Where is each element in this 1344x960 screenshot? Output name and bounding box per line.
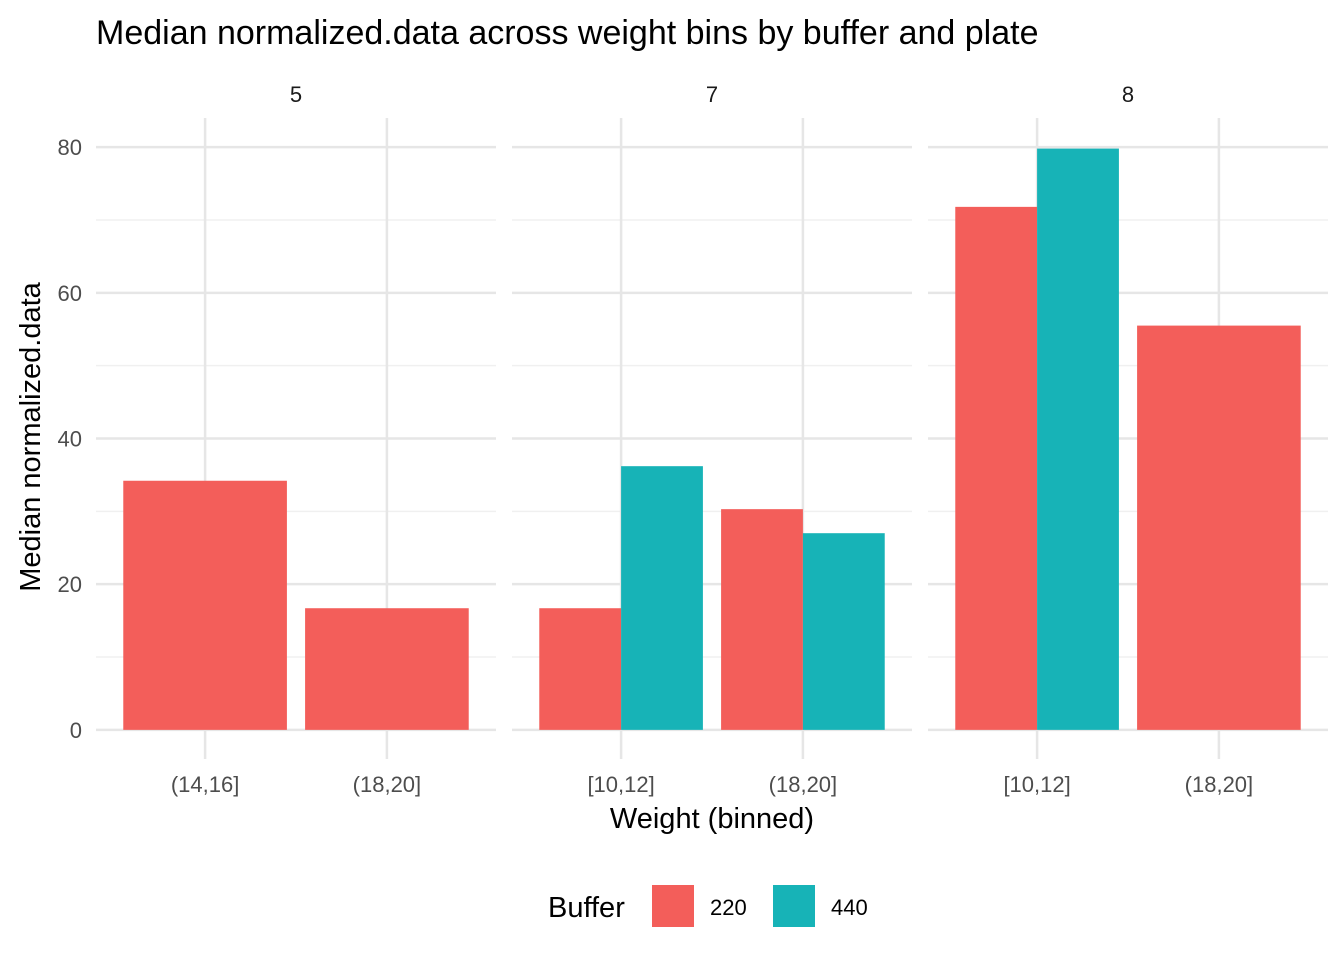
bar-7-(18,20]-440 [802, 533, 885, 730]
bar-7-(18,20]-220 [721, 509, 803, 730]
y-tick-label: 0 [70, 718, 82, 743]
facet-panel-8: 8 [10,12] (18,20] [928, 82, 1328, 797]
bar-8-[10,12]-220 [955, 206, 1038, 730]
x-axis-label: Weight (binned) [610, 803, 814, 835]
x-tick-label: (14,16] [171, 772, 240, 797]
facet-label: 8 [1122, 82, 1134, 107]
facet-panel-5: 5 (14,16] (18,20] 0 20 40 60 80 [58, 82, 496, 797]
bar-8-(18,20]-220 [1137, 325, 1301, 730]
legend-label: 440 [831, 895, 868, 920]
bar-7-[10,12]-220 [539, 608, 622, 730]
bar-8-[10,12]-440 [1037, 148, 1119, 730]
legend-swatch [652, 885, 694, 927]
y-tick-label: 40 [58, 427, 82, 452]
bar-7-[10,12]-440 [621, 466, 703, 730]
bar-5-(14,16]-220 [123, 480, 287, 730]
legend: Buffer 220 440 [548, 885, 868, 927]
x-tick-label: (18,20] [1185, 772, 1254, 797]
y-tick-label: 60 [58, 281, 82, 306]
legend-title: Buffer [548, 892, 625, 924]
legend-swatch [773, 885, 815, 927]
legend-item-220: 220 [652, 885, 747, 927]
y-tick-label: 20 [58, 572, 82, 597]
facet-panel-7: 7 [10,12] (18,20] [512, 82, 912, 797]
y-axis-label: Median normalized.data [15, 281, 47, 591]
x-tick-label: [10,12] [587, 772, 654, 797]
bar-5-(18,20]-220 [305, 608, 469, 730]
x-tick-label: (18,20] [769, 772, 838, 797]
y-tick-label: 80 [58, 135, 82, 160]
x-tick-label: (18,20] [353, 772, 422, 797]
legend-item-440: 440 [773, 885, 868, 927]
facet-label: 7 [706, 82, 718, 107]
chart-title: Median normalized.data across weight bin… [96, 14, 1039, 52]
x-tick-label: [10,12] [1003, 772, 1070, 797]
legend-label: 220 [710, 895, 747, 920]
facet-label: 5 [290, 82, 302, 107]
